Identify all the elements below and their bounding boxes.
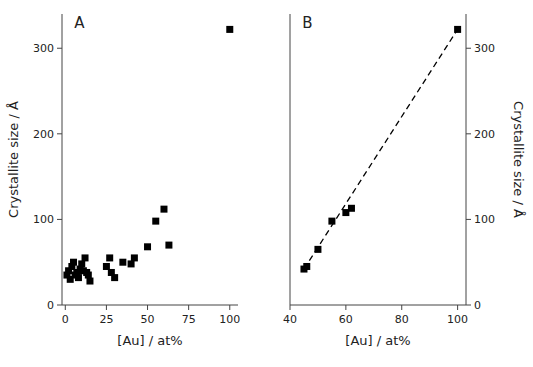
point [348, 205, 355, 212]
panel: 40 60 80 100 0 100 200 300 [Au] / at% Crystallite… [283, 14, 526, 348]
y-axis-label: Crystallite size / Å [511, 101, 526, 218]
point [78, 260, 85, 267]
y-tick-label: 100 [33, 213, 54, 226]
x-tick [65, 305, 66, 310]
x-tick-label: 80 [395, 313, 409, 326]
point [160, 206, 167, 213]
point [70, 259, 77, 266]
panel-label: A [74, 14, 85, 32]
y-tick [466, 133, 471, 134]
point [144, 243, 151, 250]
x-tick [106, 305, 107, 310]
x-tick-label: 0 [62, 313, 69, 326]
panel-label: B [302, 14, 312, 32]
y-tick [57, 133, 62, 134]
x-tick [345, 305, 346, 310]
x-axis-line [290, 305, 466, 306]
x-tick-label: 75 [182, 313, 196, 326]
point [131, 254, 138, 261]
point [75, 274, 82, 281]
x-axis-label: [Au] / at% [345, 333, 410, 348]
point [128, 260, 135, 267]
point [82, 254, 89, 261]
y-axis-line [290, 14, 291, 305]
x-tick-label: 25 [99, 313, 113, 326]
point [165, 242, 172, 249]
point [119, 259, 126, 266]
x-tick [229, 305, 230, 310]
x-tick-label: 50 [141, 313, 155, 326]
y-tick [466, 305, 471, 306]
x-axis-label: [Au] / at% [117, 333, 182, 348]
background [0, 0, 533, 367]
x-tick-label: 100 [447, 313, 468, 326]
y-axis-line [62, 14, 63, 305]
panel: 0 25 50 75 100 0 100 200 300 [Au] / at% Crystallit… [6, 14, 240, 348]
x-tick [457, 305, 458, 310]
x-tick-label: 100 [219, 313, 240, 326]
y-tick-label: 200 [474, 128, 495, 141]
y-tick-label: 300 [33, 42, 54, 55]
x-tick [147, 305, 148, 310]
y-tick-label: 200 [33, 128, 54, 141]
y-tick [57, 48, 62, 49]
point [103, 263, 110, 270]
point [226, 26, 233, 33]
y-tick-label: 300 [474, 42, 495, 55]
y-tick [57, 219, 62, 220]
plot-area [300, 26, 461, 273]
plot-area [63, 26, 233, 285]
chart-root: 0 25 50 75 100 0 100 200 300 [Au] / at% Crystallit… [0, 0, 533, 367]
y-tick [466, 48, 471, 49]
y-axis-label: Crystallite size / Å [6, 101, 21, 218]
y-tick-label: 0 [47, 299, 54, 312]
x-tick [188, 305, 189, 310]
x-tick [401, 305, 402, 310]
point [86, 278, 93, 285]
y-tick [57, 305, 62, 306]
fit-line [304, 29, 458, 269]
point [328, 218, 335, 225]
point [152, 218, 159, 225]
point [106, 254, 113, 261]
x-tick [290, 305, 291, 310]
x-tick-label: 60 [339, 313, 353, 326]
y-axis-line-right [466, 14, 467, 305]
y-tick [466, 219, 471, 220]
point [454, 26, 461, 33]
point [85, 272, 92, 279]
x-axis-line [62, 305, 238, 306]
point [111, 274, 118, 281]
y-tick-label: 0 [474, 299, 481, 312]
x-tick-label: 40 [283, 313, 297, 326]
y-tick-label: 100 [474, 213, 495, 226]
